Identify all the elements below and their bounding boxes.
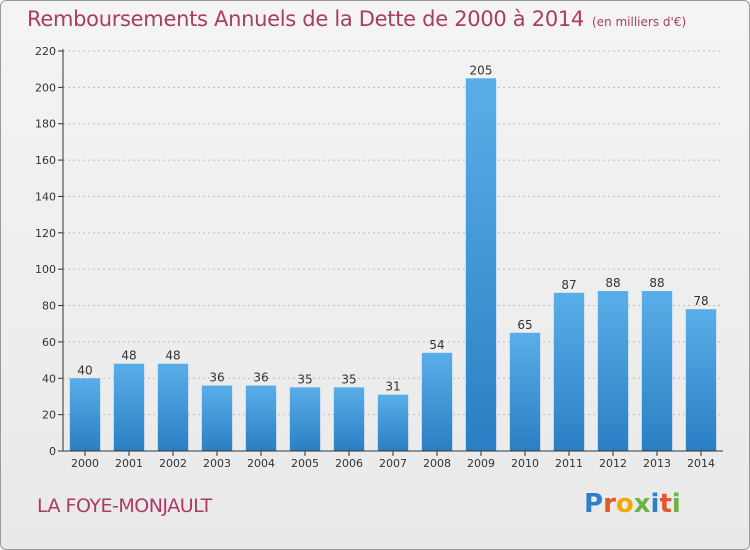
logo-letter: r [603,489,616,519]
bar-value-label: 88 [649,276,664,290]
logo-letter: x [633,489,651,519]
bar [553,292,585,451]
logo-letter: o [615,489,634,519]
logo-letter: i [671,489,681,519]
x-tick-label: 2008 [423,457,451,470]
proxiti-logo: Proxiti [584,489,681,519]
x-tick-label: 2014 [687,457,715,470]
bar [641,291,673,451]
x-tick-label: 2011 [555,457,583,470]
x-tick-label: 2001 [115,457,143,470]
x-tick-label: 2010 [511,457,539,470]
y-tick-label: 80 [42,300,56,313]
x-tick-label: 2004 [247,457,275,470]
y-tick-label: 60 [42,336,56,349]
bar-value-label: 88 [605,276,620,290]
bar-value-label: 48 [165,349,180,363]
x-tick-label: 2003 [203,457,231,470]
y-tick-label: 200 [35,81,56,94]
logo-letter: t [659,489,672,519]
bar-value-label: 87 [561,278,576,292]
bar [421,352,453,451]
y-tick-label: 140 [35,190,56,203]
bar-value-label: 35 [297,372,312,386]
bar-value-label: 31 [385,380,400,394]
x-tick-label: 2012 [599,457,627,470]
bar-value-label: 36 [209,371,224,385]
y-tick-label: 180 [35,118,56,131]
chart-title: Remboursements Annuels de la Dette de 20… [27,7,584,31]
bar-value-label: 205 [470,63,493,77]
bar [377,394,409,451]
x-tick-label: 2009 [467,457,495,470]
bar [245,385,277,451]
bar [113,363,145,451]
x-tick-label: 2007 [379,457,407,470]
y-tick-label: 120 [35,227,56,240]
x-tick-label: 2006 [335,457,363,470]
bar [465,78,497,451]
bar-value-label: 54 [429,338,444,352]
bar [597,291,629,451]
bar [333,387,365,451]
bar [69,378,101,451]
place-name: LA FOYE-MONJAULT [37,495,212,517]
bar [201,385,233,451]
chart-title-block: Remboursements Annuels de la Dette de 20… [27,7,686,31]
logo-letter: i [650,489,660,519]
y-tick-label: 160 [35,154,56,167]
x-tick-label: 2005 [291,457,319,470]
bar [157,363,189,451]
bar-value-label: 78 [693,294,708,308]
y-tick-label: 0 [49,445,56,458]
x-tick-label: 2000 [71,457,99,470]
y-tick-label: 220 [35,45,56,58]
bar-value-label: 65 [517,318,532,332]
bar-value-label: 40 [77,363,92,377]
unit-note: (en milliers d'€) [592,15,687,29]
y-tick-label: 100 [35,263,56,276]
bar [289,387,321,451]
x-tick-label: 2002 [159,457,187,470]
logo-letter: P [584,489,604,519]
bar-value-label: 35 [341,372,356,386]
bar [685,309,717,451]
x-tick-label: 2013 [643,457,671,470]
bar-value-label: 48 [121,349,136,363]
bar-value-label: 36 [253,371,268,385]
bar [509,332,541,451]
y-tick-label: 20 [42,409,56,422]
y-tick-label: 40 [42,372,56,385]
